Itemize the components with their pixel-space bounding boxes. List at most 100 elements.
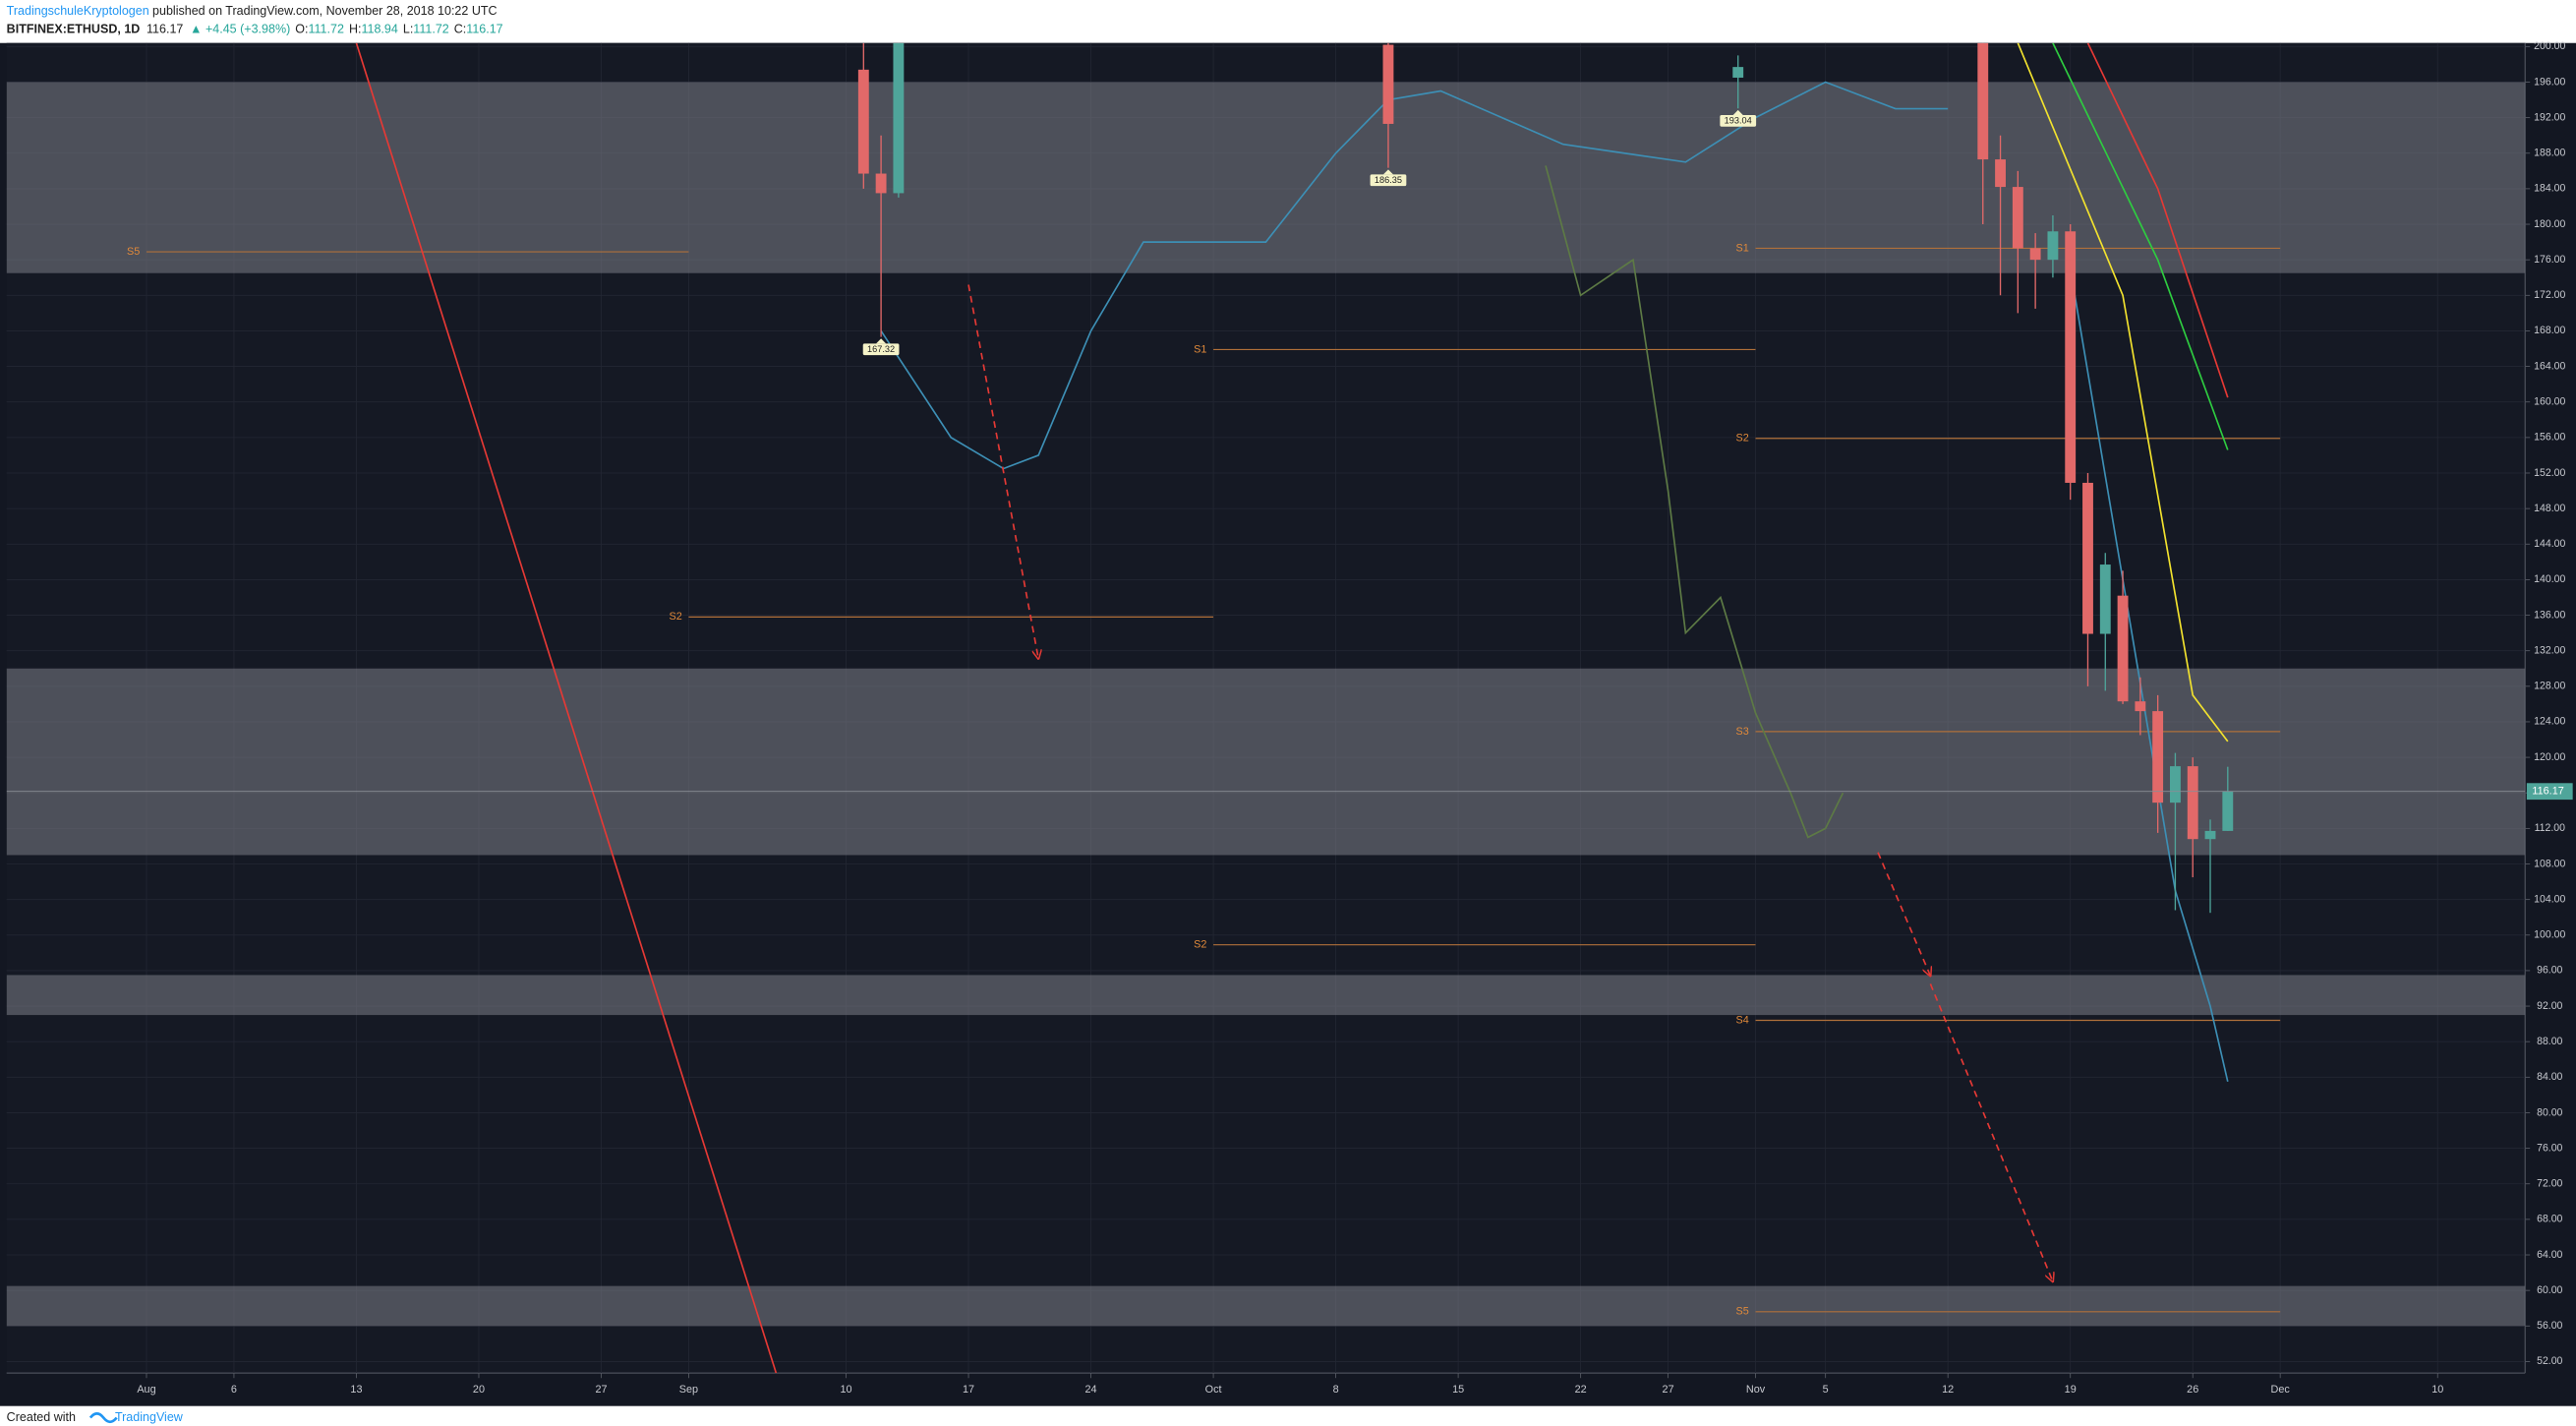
y-tick-label: 160.00	[2534, 395, 2565, 407]
candle-body	[1382, 44, 1394, 124]
x-tick-label: 10	[840, 1384, 851, 1396]
y-tick-label: 124.00	[2534, 716, 2565, 728]
y-tick-label: 176.00	[2534, 254, 2565, 266]
pivot-label: S3	[1736, 726, 1749, 738]
x-tick-label: 27	[1663, 1384, 1674, 1396]
indicator-line	[880, 81, 1949, 470]
header-line-2: BITFINEX:ETHUSD, 1D 116.17 ▲ +4.45 (+3.98%…	[7, 23, 503, 36]
low-marker	[1382, 169, 1393, 175]
low-label: 167.32	[867, 344, 895, 354]
x-tick-label: 5	[1823, 1384, 1829, 1396]
y-tick-label: 128.00	[2534, 681, 2565, 692]
candle-body	[2065, 231, 2077, 483]
candle-body	[2117, 595, 2129, 702]
published: published on TradingView.com, November 2…	[152, 4, 498, 18]
pivot-label: S1	[1194, 343, 1206, 355]
y-tick-label: 136.00	[2534, 609, 2565, 621]
header-bg	[0, 0, 2576, 43]
low-label-bg	[862, 343, 900, 356]
candle-body	[893, 42, 905, 194]
x-tick-label: 19	[2065, 1384, 2077, 1396]
y-tick-label: 184.00	[2534, 183, 2565, 195]
y-tick-label: 96.00	[2537, 965, 2562, 977]
candle-body	[2222, 791, 2234, 831]
low-label-bg	[1370, 174, 1407, 187]
y-tick-label: 64.00	[2537, 1249, 2562, 1261]
pivot-label: S5	[127, 246, 140, 258]
x-tick-label: 17	[963, 1384, 974, 1396]
low-label: 186.35	[1375, 175, 1402, 185]
y-tick-label: 84.00	[2537, 1071, 2562, 1083]
candle-body	[2012, 187, 2023, 249]
candle-body	[2170, 766, 2181, 803]
last-price-tag	[2526, 783, 2573, 801]
zones	[6, 82, 2526, 1327]
ohlc-value: 111.72	[309, 23, 344, 36]
y-tick-label: 100.00	[2534, 929, 2565, 941]
x-tick-label: 8	[1333, 1384, 1339, 1396]
y-tick-label: 76.00	[2537, 1142, 2562, 1154]
y-tick-label: 180.00	[2534, 218, 2565, 230]
candle-body	[2135, 701, 2146, 712]
candle-body	[1732, 67, 1744, 78]
y-tick-label: 140.00	[2534, 573, 2565, 585]
change: ▲ +4.45 (+3.98%)	[190, 23, 290, 36]
low-marker	[1732, 109, 1743, 115]
y-tick-label: 80.00	[2537, 1106, 2562, 1118]
candle-body	[875, 173, 887, 194]
candle-body	[2047, 231, 2059, 261]
ohlc-value: 116.17	[466, 23, 502, 36]
tv-logo	[88, 1412, 118, 1424]
x-tick-label: Oct	[1205, 1384, 1222, 1396]
y-tick-label: 68.00	[2537, 1214, 2562, 1225]
y-tick-label: 52.00	[2537, 1355, 2562, 1367]
x-tick-label: 12	[1942, 1384, 1954, 1396]
ohlc-label: H:	[349, 23, 362, 36]
projection-arrow	[967, 284, 1038, 658]
indicator-line	[2017, 42, 2229, 743]
indicator-line	[2052, 42, 2229, 450]
x-tick-label: 27	[595, 1384, 607, 1396]
symbol: BITFINEX:ETHUSD, 1D	[7, 23, 141, 36]
indicator-line	[2086, 42, 2229, 398]
last-price: 116.17	[146, 23, 183, 36]
indicator-line	[1545, 165, 1844, 839]
x-tick-label: 26	[2187, 1384, 2198, 1396]
y-tick-label: 144.00	[2534, 538, 2565, 550]
pivot-label: S4	[1736, 1014, 1749, 1026]
candle-body	[2099, 564, 2111, 634]
y-tick-label: 188.00	[2534, 148, 2565, 159]
footer-brand[interactable]: TradingView	[115, 1410, 184, 1424]
y-tick-label: 112.00	[2535, 822, 2566, 834]
ohlc-label: C:	[454, 23, 467, 36]
marks: S5 S2 S1 S2 S1 S2 S3 S4 S5 167.32 186.35 193.04	[6, 42, 2526, 1374]
x-tick-label: Nov	[1746, 1384, 1766, 1396]
indicator-line	[355, 42, 778, 1374]
y-tick-label: 104.00	[2534, 893, 2565, 905]
header-line-1: TradingschuleKryptologen published on Tra…	[7, 4, 498, 18]
pivot-label: S2	[1736, 433, 1749, 445]
y-tick-label: 200.00	[2534, 40, 2565, 52]
x-tick-label: 24	[1085, 1384, 1097, 1396]
publisher[interactable]: TradingschuleKryptologen	[7, 4, 149, 18]
candle-body	[2082, 482, 2093, 634]
y-tick-label: 120.00	[2534, 751, 2565, 763]
y-tick-label: 108.00	[2534, 858, 2565, 869]
zone	[6, 1285, 2526, 1327]
y-tick-label: 132.00	[2534, 644, 2565, 656]
pivot-label: S2	[669, 611, 681, 623]
ohlc-value: 118.94	[361, 23, 397, 36]
footer-bg	[0, 1405, 2576, 1426]
ohlc-label: O:	[295, 23, 308, 36]
candle-body	[857, 69, 869, 174]
projection-arrow	[1929, 983, 2053, 1281]
footer-created: Created with	[7, 1410, 76, 1424]
y-tick-label: 196.00	[2534, 76, 2565, 88]
candle-body	[2204, 830, 2216, 840]
y-tick-label: 152.00	[2534, 467, 2565, 479]
zone	[6, 82, 2526, 273]
x-tick-label: 15	[1452, 1384, 1464, 1396]
candle-body	[1977, 42, 1989, 160]
